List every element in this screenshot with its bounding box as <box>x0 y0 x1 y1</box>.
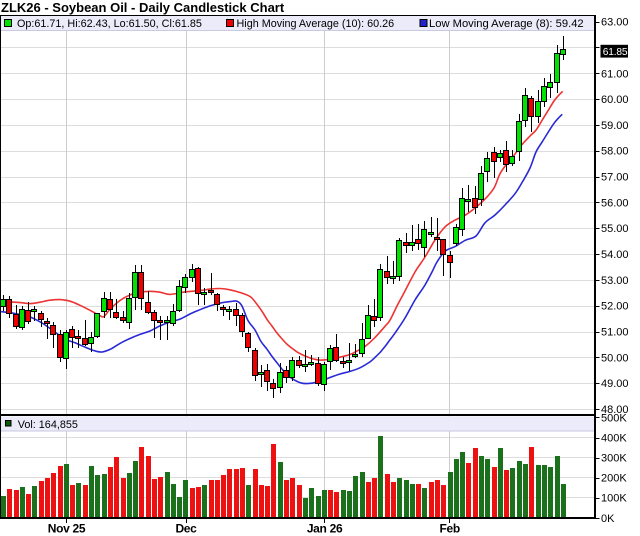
svg-text:53.00: 53.00 <box>601 275 629 287</box>
svg-text:55.00: 55.00 <box>601 223 629 235</box>
svg-text:0K: 0K <box>601 513 615 525</box>
svg-text:50.00: 50.00 <box>601 352 629 364</box>
svg-text:Nov 25: Nov 25 <box>48 522 86 536</box>
svg-text:Dec: Dec <box>175 522 197 536</box>
svg-text:57.00: 57.00 <box>601 172 629 184</box>
svg-text:Feb: Feb <box>439 522 459 536</box>
svg-text:500K: 500K <box>601 412 627 424</box>
svg-text:400K: 400K <box>601 433 627 445</box>
svg-text:61.85: 61.85 <box>603 47 628 58</box>
svg-text:ZLK26 - Soybean Oil - Daily Ca: ZLK26 - Soybean Oil - Daily Candlestick … <box>1 0 285 15</box>
svg-text:54.00: 54.00 <box>601 249 629 261</box>
svg-text:High Moving Average (10): 60.2: High Moving Average (10): 60.26 <box>237 18 395 30</box>
svg-text:Jan 26: Jan 26 <box>307 522 343 536</box>
svg-text:51.00: 51.00 <box>601 327 629 339</box>
svg-text:60.00: 60.00 <box>601 94 629 106</box>
svg-text:63.00: 63.00 <box>601 17 629 29</box>
svg-text:59.00: 59.00 <box>601 120 629 132</box>
svg-text:58.00: 58.00 <box>601 146 629 158</box>
svg-text:Op:61.71, Hi:62.43, Lo:61.50,: Op:61.71, Hi:62.43, Lo:61.50, Cl:61.85 <box>17 18 202 30</box>
svg-text:Vol: 164,855: Vol: 164,855 <box>18 419 78 431</box>
svg-text:48.00: 48.00 <box>601 404 629 416</box>
svg-text:49.00: 49.00 <box>601 378 629 390</box>
svg-text:56.00: 56.00 <box>601 197 629 209</box>
svg-text:Low Moving Average (8): 59.42: Low Moving Average (8): 59.42 <box>429 18 584 30</box>
svg-text:300K: 300K <box>601 453 627 465</box>
svg-text:61.00: 61.00 <box>601 68 629 80</box>
svg-text:200K: 200K <box>601 473 627 485</box>
svg-text:52.00: 52.00 <box>601 301 629 313</box>
svg-text:100K: 100K <box>601 493 627 505</box>
